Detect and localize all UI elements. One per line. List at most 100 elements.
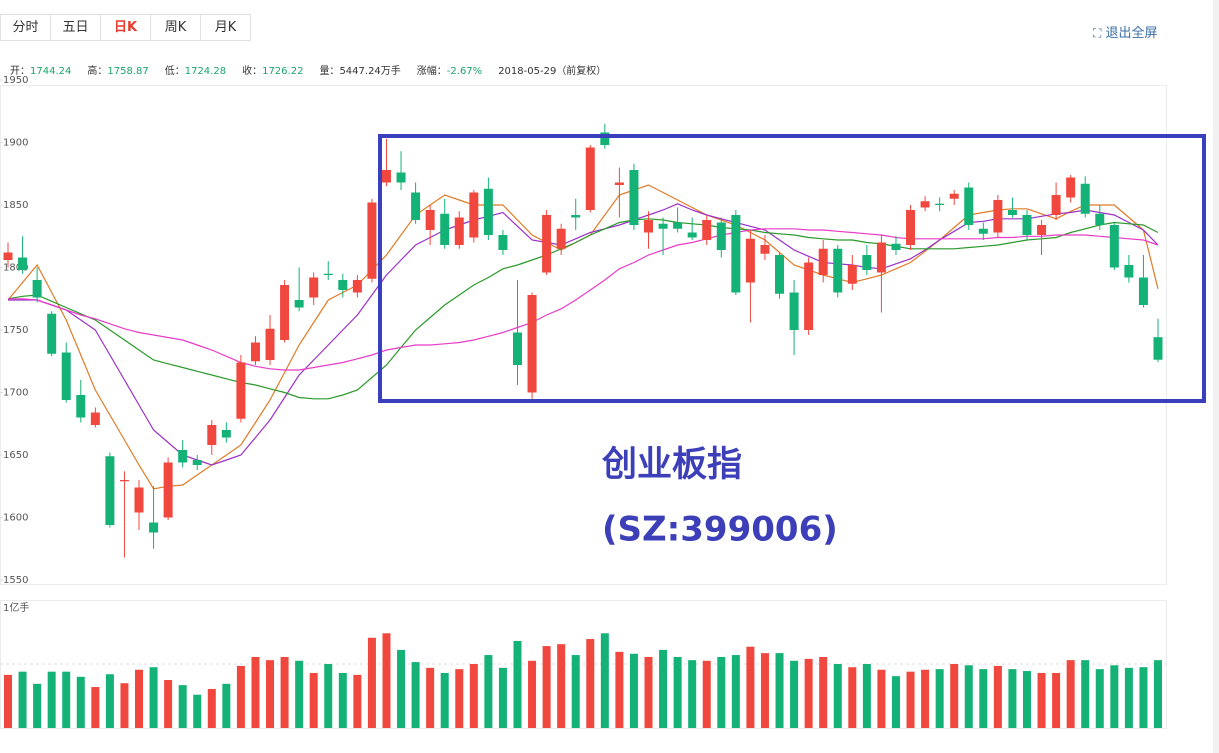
candle-body [644,220,654,233]
info-value: 1726.22 [262,66,304,77]
candle-body [1007,210,1017,215]
volume-bar [615,651,624,728]
info-value: 1724.28 [184,66,227,77]
candle-body [1051,195,1061,215]
volume-bar [91,687,100,728]
info-value: 1758.87 [107,66,149,77]
volume-bar [397,649,406,728]
volume-bar [426,667,435,728]
candle-body [542,215,552,273]
y-tick-label: 1950 [3,75,28,86]
moving-average-line [7,218,1159,400]
volume-bar [877,669,886,728]
volume-bar [295,660,304,728]
volume-bar [659,649,668,728]
y-tick-label: 1650 [3,450,28,461]
moving-average-line [8,228,1159,371]
volume-bar [629,653,638,728]
candle-body [425,210,435,230]
volume-bar [906,671,915,728]
candle-body [687,232,697,238]
candle-body [192,460,202,465]
volume-bar [571,655,580,728]
volume-bar [338,672,347,728]
volume-bar [1066,660,1075,728]
candle-body [789,292,799,330]
exit-fullscreen[interactable]: ⛶ 退出全屏 [1093,26,1158,41]
candle-body [1153,337,1163,360]
candle-body [775,255,785,294]
candle-body [716,222,726,250]
volume-bar [353,674,362,728]
candle-body [978,228,988,234]
candle-body [294,300,304,308]
candle-body [949,193,959,199]
volume-bar [528,660,537,728]
candle-body [571,215,581,218]
volume-bar [149,667,158,728]
period-tab[interactable]: 五日 [51,15,101,40]
volume-bar [775,653,784,728]
candle-body [804,262,814,330]
candle-body [745,238,755,283]
volume-bar [324,664,333,728]
price-frame [0,85,1167,585]
y-tick-label: 1600 [3,513,28,524]
volume-bar [33,683,42,728]
candle-body [105,456,115,525]
info-value: -2.67% [446,66,483,77]
volume-bar [178,685,187,728]
volume-bar [222,683,231,728]
volume-bar [498,667,507,728]
candle-body [309,277,319,298]
candle-body [396,172,406,183]
volume-bar [1095,669,1104,728]
period-tab[interactable]: 周K [151,15,201,40]
volume-bar [557,644,566,728]
volume-bar [848,667,857,728]
candle-body [3,252,13,260]
period-tab[interactable]: 月K [214,20,237,35]
candle-body [1138,277,1148,305]
volume-bar [382,633,391,728]
volume-bar [1154,660,1162,728]
volume-bar [891,676,900,728]
volume-bar [819,656,828,728]
period-tab[interactable]: 日K [101,15,151,40]
scrollbar [1213,0,1219,753]
candle-body [833,248,843,293]
info-label: 高： [87,66,108,77]
volume-bar [135,669,144,728]
candle-body [862,255,872,270]
volume-bar [644,656,653,728]
candle-body [76,395,86,418]
candle-body [891,243,901,250]
volume-bar [760,653,769,728]
candle-body [498,235,508,250]
candle-body [236,362,246,419]
candle-body [338,280,348,290]
candle-body [673,222,683,229]
info-item: 低：1724.28 [165,62,226,77]
candle-body [149,522,159,533]
candle-body [221,430,231,438]
volume-bar [280,656,289,728]
volume-bar [105,674,114,728]
volume-bar [207,688,216,728]
candle-body [935,203,945,205]
volume-bar [236,665,245,728]
volume-bar [62,671,71,728]
candle-body [1109,225,1119,268]
candle-body [18,257,28,270]
candle-body [1095,213,1105,225]
volume-bar [862,664,871,728]
period-tab[interactable]: 分时 [1,15,51,40]
candle-body [847,265,857,284]
period-tabs: 分时 五日 日K 周K 月K [0,14,251,41]
volume-bar [47,671,56,728]
candle-body [658,223,668,229]
volume-bar [120,683,129,728]
volume-bar [440,672,449,728]
candle-body [61,352,71,400]
candle-body [163,462,173,518]
